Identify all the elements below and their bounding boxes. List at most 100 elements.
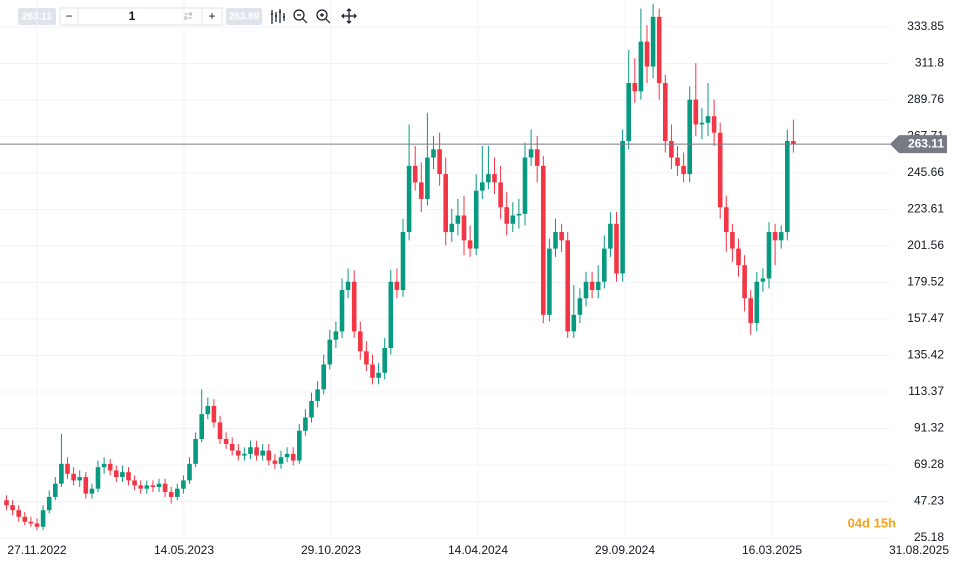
candle-body (772, 232, 778, 241)
candle-body (687, 99, 692, 175)
candle-body (559, 232, 564, 241)
candle-body (547, 248, 552, 315)
y-tick-label: 25.18 (914, 530, 944, 544)
candle-body (59, 463, 64, 484)
y-tick-label: 91.32 (914, 421, 944, 435)
candle-body (358, 331, 363, 352)
toolbar: 263.11 − 1 ⇄ + 263.69 (18, 7, 357, 26)
candle-body (394, 281, 400, 290)
candle-body (376, 372, 381, 378)
candle-body (236, 450, 241, 456)
price-box[interactable] (226, 8, 262, 25)
candle-body (83, 477, 89, 494)
y-tick-label: 311.8 (915, 56, 944, 70)
candle-body (10, 505, 15, 511)
candle-body (736, 248, 741, 266)
candle-body (309, 400, 314, 418)
candle-body (473, 190, 479, 249)
candle-body (742, 265, 747, 299)
candle-body (217, 422, 223, 440)
candle-body (327, 339, 333, 365)
candle-body (114, 470, 119, 478)
candle-body (175, 488, 180, 497)
candle-body (602, 248, 607, 282)
swap-icon[interactable]: ⇄ (183, 9, 193, 23)
tool-icons[interactable] (271, 8, 357, 24)
candle-body (211, 405, 217, 423)
candle-body (437, 149, 442, 175)
candle-body (461, 215, 467, 241)
candle-body (260, 450, 265, 456)
candle-body (504, 207, 509, 224)
minus[interactable]: − (65, 9, 72, 23)
candle-body (766, 232, 772, 279)
candle-body (791, 140, 796, 145)
y-tick-label: 113.37 (908, 384, 944, 398)
quantity[interactable]: 1 (129, 9, 136, 23)
x-tick-label: 14.04.2024 (448, 543, 508, 557)
candle-body (351, 281, 357, 332)
plus[interactable]: + (208, 9, 215, 23)
x-tick-label: 14.05.2023 (154, 543, 214, 557)
candle-body (205, 405, 211, 415)
candle-body (199, 414, 204, 440)
y-tick-label: 157.47 (907, 311, 944, 325)
candle-body (583, 281, 589, 299)
candle-body (315, 389, 320, 401)
x-tick-label: 27.11.2022 (7, 543, 66, 557)
y-tick-label: 223.61 (907, 202, 944, 216)
candle-body (785, 140, 790, 233)
candle-body (705, 116, 711, 123)
candle-body (644, 41, 650, 67)
candle-body (181, 480, 186, 489)
candle-body (675, 157, 680, 166)
candle-body (425, 157, 430, 199)
candle-body (248, 447, 253, 454)
candle-body (223, 439, 229, 444)
candle-body (138, 485, 143, 489)
quantity-box[interactable] (59, 7, 223, 26)
candle-body (126, 472, 131, 481)
candle-body (693, 99, 699, 125)
candle-body (132, 480, 137, 486)
y-tick-label: 47.23 (914, 494, 944, 508)
candle-body (278, 457, 284, 464)
candle-body (699, 122, 705, 125)
candle-body (370, 364, 375, 378)
y-tick-label: 201.56 (907, 238, 944, 252)
candle-body (632, 83, 638, 92)
candle-body (53, 483, 58, 497)
candle-body (16, 510, 21, 517)
candle-body (193, 439, 198, 464)
candle-body (516, 213, 522, 216)
candle-body (553, 232, 558, 249)
candle-body (528, 149, 534, 158)
candle-body (28, 521, 34, 524)
candle-body (510, 215, 516, 224)
candle-body (589, 281, 595, 290)
candle-body (229, 443, 235, 451)
x-tick-label: 31.08.2025 (889, 543, 949, 557)
candle-body (321, 364, 326, 390)
candle-body (608, 223, 613, 249)
countdown: 04d 15h (848, 515, 896, 530)
candle-body (656, 16, 662, 84)
candle-body (364, 351, 369, 365)
candle-body (595, 281, 601, 290)
candle-body (4, 500, 9, 506)
candle-body (778, 232, 784, 241)
candle-body (22, 516, 28, 522)
candle-body (626, 83, 631, 141)
candle-body (711, 116, 717, 133)
candle-body (107, 463, 113, 471)
axes: 333.85311.8289.76267.71245.66223.61201.5… (0, 19, 949, 557)
candle-body (34, 523, 40, 527)
candle-body (730, 232, 735, 249)
candle-body (150, 485, 156, 488)
candle-body (388, 281, 394, 348)
y-tick-label: 69.28 (914, 457, 944, 471)
x-tick-label: 29.09.2024 (595, 543, 655, 557)
candle-body (614, 223, 619, 274)
candle-body (638, 41, 644, 92)
